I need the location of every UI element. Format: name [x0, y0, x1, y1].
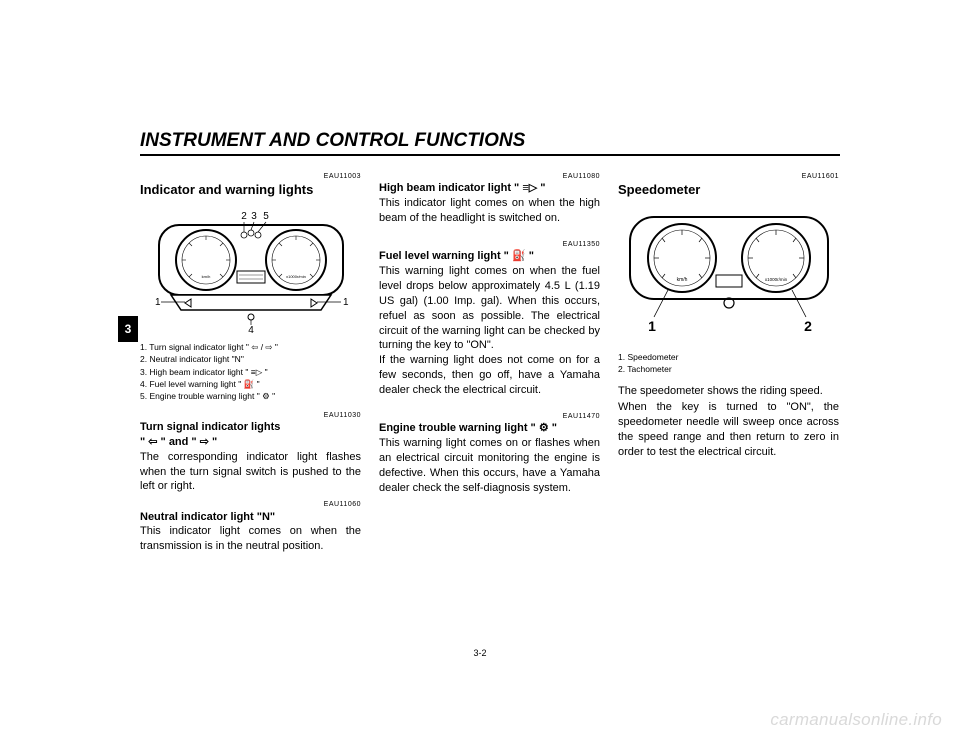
legend-item: 5. Engine trouble warning light " ⚙ "	[140, 390, 361, 402]
turn-signal-heading-icons: " ⇦ " and " ⇨ "	[140, 435, 361, 450]
engine-body: This warning light comes on or flashes w…	[379, 436, 600, 495]
section-title-indicator-lights: Indicator and warning lights	[140, 181, 361, 199]
turn-signal-heading: Turn signal indicator lights	[140, 420, 361, 435]
figure-legend: 1. Speedometer 2. Tachometer	[618, 351, 839, 376]
svg-text:km/h: km/h	[201, 274, 210, 279]
legend-item: 2. Neutral indicator light "N"	[140, 353, 361, 365]
neutral-body: This indicator light comes on when the t…	[140, 524, 361, 554]
svg-text:4: 4	[248, 325, 254, 335]
legend-item: 1. Turn signal indicator light " ⇦ / ⇨ "	[140, 341, 361, 353]
watermark: carmanualsonline.info	[770, 710, 942, 730]
speedometer-figure: km/h x1000r/min	[618, 205, 839, 345]
page-header: INSTRUMENT AND CONTROL FUNCTIONS	[140, 130, 840, 156]
fuel-body-2: If the warning light does not come on fo…	[379, 353, 600, 398]
page-number: 3-2	[0, 648, 960, 658]
svg-text:5: 5	[263, 211, 269, 222]
engine-heading: Engine trouble warning light " ⚙ "	[379, 421, 600, 436]
doc-id: EAU11060	[140, 500, 361, 509]
speedometer-body-1: The speedometer shows the riding speed.	[618, 384, 839, 399]
legend-item: 4. Fuel level warning light " ⛽ "	[140, 378, 361, 390]
doc-id: EAU11080	[379, 172, 600, 181]
fuel-body: This warning light comes on when the fue…	[379, 264, 600, 353]
figure-legend: 1. Turn signal indicator light " ⇦ / ⇨ "…	[140, 341, 361, 403]
svg-text:x1000r/min: x1000r/min	[764, 277, 787, 282]
column-1: EAU11003 Indicator and warning lights	[140, 166, 361, 554]
doc-id: EAU11350	[379, 240, 600, 249]
page-content: INSTRUMENT AND CONTROL FUNCTIONS EAU1100…	[140, 130, 840, 554]
legend-item: 2. Tachometer	[618, 363, 839, 375]
doc-id: EAU11470	[379, 412, 600, 421]
svg-text:1: 1	[648, 318, 656, 334]
chapter-tab: 3	[118, 316, 138, 342]
turn-signal-body: The corresponding indicator light flashe…	[140, 450, 361, 495]
column-2: EAU11080 High beam indicator light " ≡▷ …	[379, 166, 600, 554]
svg-text:x1000r/min: x1000r/min	[286, 274, 306, 279]
column-3: EAU11601 Speedometer	[618, 166, 839, 554]
legend-item: 1. Speedometer	[618, 351, 839, 363]
speedometer-body-2: When the key is turned to "ON", the spee…	[618, 400, 839, 459]
doc-id: EAU11601	[618, 172, 839, 181]
svg-text:km/h: km/h	[676, 277, 687, 283]
svg-text:2: 2	[804, 318, 812, 334]
section-title-speedometer: Speedometer	[618, 181, 839, 199]
svg-text:1: 1	[155, 297, 161, 308]
svg-text:2: 2	[241, 211, 247, 222]
legend-item: 3. High beam indicator light " ≡▷ "	[140, 366, 361, 378]
svg-text:3: 3	[251, 211, 257, 222]
svg-text:1: 1	[343, 297, 349, 308]
doc-id: EAU11030	[140, 411, 361, 420]
neutral-heading: Neutral indicator light "N"	[140, 510, 361, 525]
highbeam-heading: High beam indicator light " ≡▷ "	[379, 181, 600, 196]
indicator-cluster-figure: km/h x1000r/min	[140, 205, 361, 335]
fuel-heading: Fuel level warning light " ⛽ "	[379, 249, 600, 264]
highbeam-body: This indicator light comes on when the h…	[379, 196, 600, 226]
doc-id: EAU11003	[140, 172, 361, 181]
